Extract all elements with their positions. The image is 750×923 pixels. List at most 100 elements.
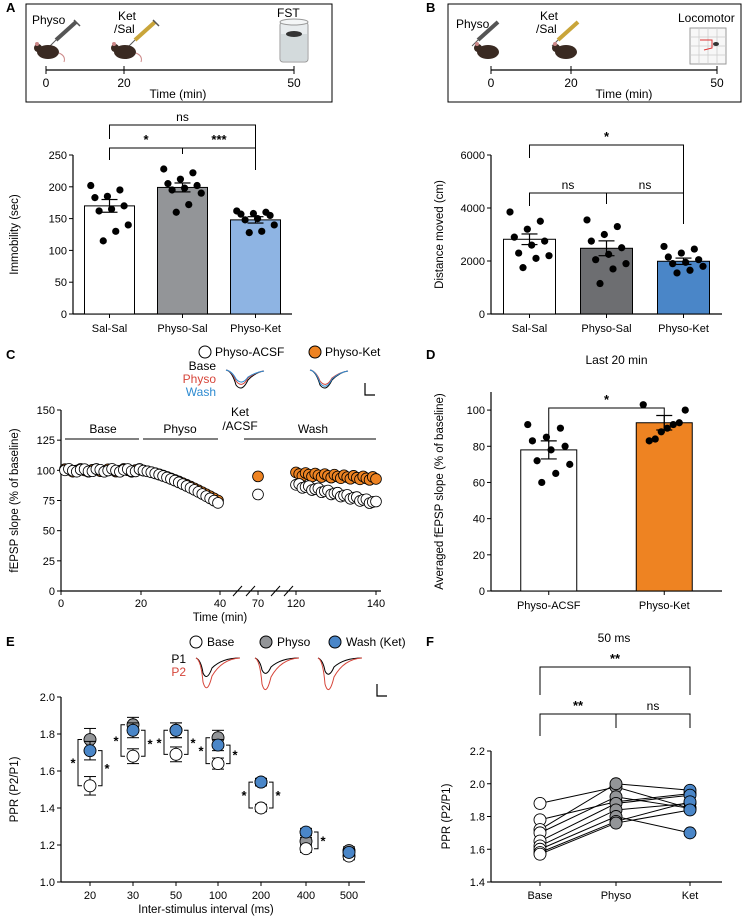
y-tick-label: 100 xyxy=(467,405,485,417)
significance-label: *** xyxy=(211,132,227,147)
panel-b-letter: B xyxy=(426,0,435,15)
y-tick-label: 40 xyxy=(473,514,485,526)
timeline-a-inj2b: /Sal xyxy=(114,22,135,36)
data-point xyxy=(112,227,120,235)
significance-label: * xyxy=(604,392,610,407)
bar xyxy=(580,247,633,315)
fepsp-trace-acsf xyxy=(225,369,265,389)
data-point xyxy=(699,262,707,270)
data-point xyxy=(252,470,264,483)
data-point xyxy=(536,217,544,225)
data-point xyxy=(237,210,245,218)
legend-label-physo-ket: Physo-Ket xyxy=(325,345,381,359)
panel-c-legend: Physo-ACSF Physo-Ket Base Physo Wash xyxy=(183,345,381,399)
data-point xyxy=(299,825,313,839)
panel-f-letter: F xyxy=(426,634,434,649)
y-tick-label: 150 xyxy=(49,214,67,226)
x-tick-label: 20 xyxy=(84,890,96,902)
y-tick-label: 250 xyxy=(49,150,67,162)
data-point xyxy=(613,222,621,231)
data-point xyxy=(211,738,225,752)
data-point xyxy=(542,433,551,441)
significance-bracket xyxy=(163,729,168,755)
data-point xyxy=(172,208,180,216)
data-point xyxy=(645,437,653,445)
data-point xyxy=(605,250,613,258)
legend-label-wash-ket: Wash (Ket) xyxy=(346,635,406,649)
data-point xyxy=(241,216,249,224)
data-point xyxy=(342,845,356,859)
significance-bracket xyxy=(182,147,256,170)
y-tick-label: 1.6 xyxy=(470,844,485,856)
data-point xyxy=(695,256,703,264)
timeline-a-t0: 0 xyxy=(43,76,50,90)
significance-label: ns xyxy=(176,110,189,124)
significance-label: * xyxy=(232,747,238,762)
data-point xyxy=(212,497,224,509)
phase-label: Physo xyxy=(163,422,197,436)
data-point xyxy=(189,169,197,177)
phase-label: Ket xyxy=(231,405,250,419)
data-point xyxy=(506,208,514,216)
data-point xyxy=(254,801,268,815)
chart-d: 0 20 40 60 80 100 Averaged fEPSP slope (% of b… xyxy=(434,353,722,612)
chart-b: 0 2000 4000 6000 Distance moved (cm) Sal-Sal P… xyxy=(434,129,722,335)
y-tick-label: 150 xyxy=(37,405,55,417)
y-tick-label: 80 xyxy=(473,441,485,453)
data-point xyxy=(103,192,112,200)
timeline-b-t2: 50 xyxy=(710,76,724,90)
y-tick-label: 125 xyxy=(37,435,55,447)
significance-bracket xyxy=(548,407,665,443)
x-tick-label: 500 xyxy=(340,890,358,902)
data-point xyxy=(682,258,690,266)
data-point xyxy=(552,469,560,478)
x-tick-label: 30 xyxy=(127,890,139,902)
significance-bracket xyxy=(539,666,691,695)
data-point xyxy=(245,228,253,237)
significance-label: * xyxy=(143,132,149,147)
trace-legend-wash: Wash xyxy=(186,385,216,399)
y-tick-label: 1.8 xyxy=(470,812,485,824)
y-tick-label: 75 xyxy=(43,496,55,508)
mouse-icon xyxy=(111,42,142,63)
data-point xyxy=(651,435,659,443)
data-point xyxy=(556,424,565,432)
data-point xyxy=(622,260,630,268)
data-point xyxy=(566,460,574,468)
y-tick-label: 6000 xyxy=(461,150,485,162)
significance-bracket xyxy=(529,192,607,206)
timeline-b-t1: 20 xyxy=(564,76,578,90)
ppr-trace-physo xyxy=(254,657,300,691)
significance-label: * xyxy=(104,761,110,776)
x-tick-label: Physo-ACSF xyxy=(517,600,581,612)
significance-label: * xyxy=(156,735,162,750)
data-point xyxy=(532,254,540,262)
timeline-a-t1: 20 xyxy=(117,76,131,90)
significance-label: ** xyxy=(573,698,584,713)
timeline-a-test: FST xyxy=(277,6,300,20)
data-point xyxy=(126,749,140,763)
axis-break xyxy=(232,585,243,597)
bar xyxy=(503,238,556,315)
significance-label: * xyxy=(604,129,610,144)
timeline-a-t2: 50 xyxy=(287,76,301,90)
scale-bar xyxy=(364,383,375,396)
timeline-b-xlabel: Time (min) xyxy=(596,87,653,101)
fepsp-trace-ket xyxy=(309,369,349,389)
syringe-icon xyxy=(471,20,500,47)
y-axis-title: PPR (P2/P1) xyxy=(441,783,453,849)
timeline-b-inj2b: /Sal xyxy=(536,22,557,36)
x-tick-label: Physo xyxy=(601,890,632,902)
x-tick-label: Physo-Ket xyxy=(230,323,281,335)
data-point xyxy=(600,230,608,239)
timeline-b-test: Locomotor xyxy=(678,11,735,25)
y-axis-title: Distance moved (cm) xyxy=(434,180,446,289)
legend-marker-physo-acsf xyxy=(198,345,212,359)
significance-bracket xyxy=(141,729,146,757)
data-point xyxy=(657,428,665,436)
data-point xyxy=(370,495,382,508)
data-point xyxy=(169,723,183,737)
data-point xyxy=(116,186,124,194)
significance-label: ns xyxy=(647,699,660,713)
